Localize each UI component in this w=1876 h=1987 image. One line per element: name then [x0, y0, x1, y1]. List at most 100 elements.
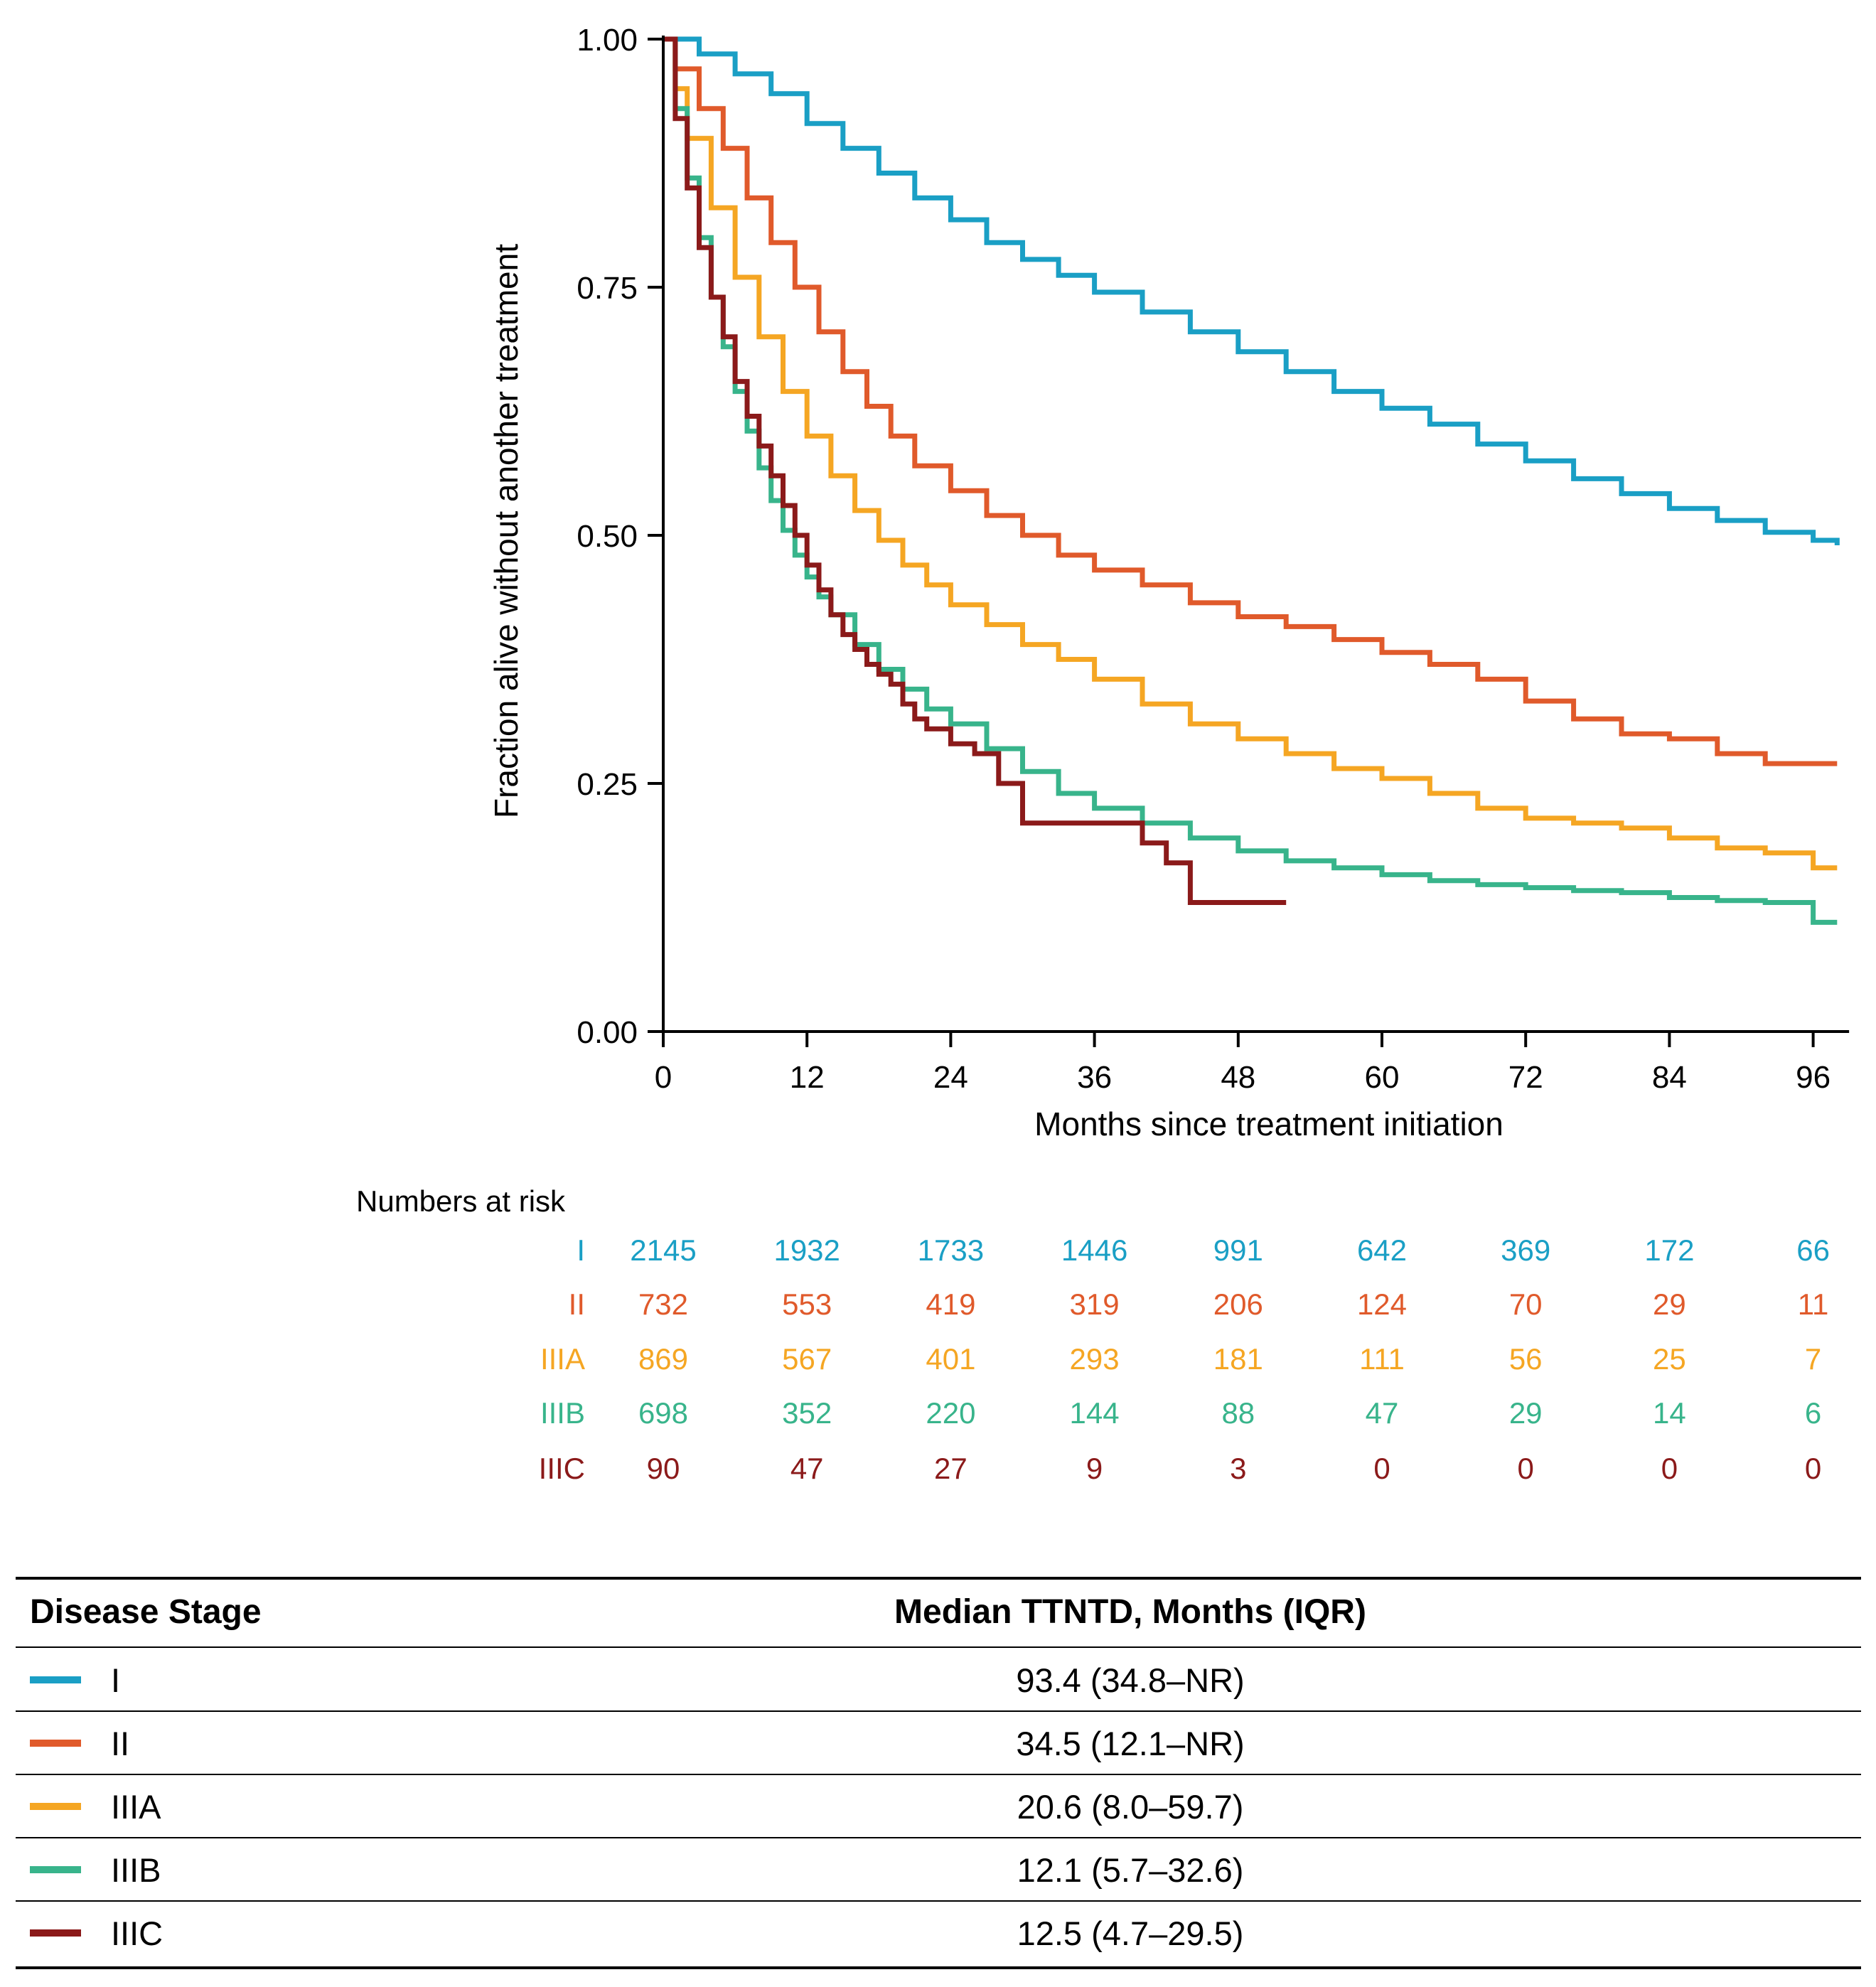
numbers-at-risk-label-iiic: IIIC: [539, 1452, 585, 1485]
x-tick-label: 96: [1796, 1060, 1831, 1095]
legend-swatch-icon: [30, 1740, 81, 1747]
numbers-at-risk-value: 27: [934, 1452, 968, 1485]
series-line-iiib: [663, 36, 1838, 925]
table-bottom-rule: [16, 1966, 1861, 1969]
numbers-at-risk-value: 553: [782, 1287, 832, 1321]
y-tick-label: 0.00: [577, 1015, 638, 1050]
numbers-at-risk-value: 1446: [1061, 1233, 1127, 1267]
numbers-at-risk-value: 29: [1509, 1396, 1543, 1430]
numbers-at-risk-value: 1932: [773, 1233, 840, 1267]
median-value: 34.5 (12.1–NR): [1016, 1724, 1245, 1762]
table-row: IIIC 12.5 (4.7–29.5): [16, 1904, 1861, 1962]
numbers-at-risk-value: 88: [1221, 1396, 1255, 1430]
numbers-at-risk-value: 319: [1070, 1287, 1120, 1321]
numbers-at-risk-value: 14: [1653, 1396, 1686, 1430]
numbers-at-risk-value: 991: [1213, 1233, 1263, 1267]
numbers-at-risk-value: 1733: [918, 1233, 984, 1267]
table-row-rule: [16, 1837, 1861, 1838]
stage-label: IIIC: [111, 1914, 164, 1952]
numbers-at-risk-value: 66: [1796, 1233, 1830, 1267]
numbers-at-risk-value: 206: [1213, 1287, 1263, 1321]
y-axis-label: Fraction alive without another treatment: [488, 244, 525, 818]
numbers-at-risk-value: 293: [1070, 1342, 1120, 1376]
y-tick-label: 0.25: [577, 767, 638, 802]
numbers-at-risk-value: 732: [638, 1287, 688, 1321]
numbers-at-risk-value: 124: [1357, 1287, 1407, 1321]
numbers-at-risk-value: 0: [1661, 1452, 1678, 1485]
numbers-at-risk-value: 0: [1805, 1452, 1821, 1485]
median-value: 20.6 (8.0–59.7): [1017, 1787, 1244, 1826]
km-chart: 0.000.250.500.751.000 12 24 36 48 60 72 84 96 Fr…: [356, 23, 1850, 1485]
numbers-at-risk-value: 47: [1366, 1396, 1399, 1430]
numbers-at-risk-value: 11: [1798, 1287, 1829, 1321]
numbers-at-risk-value: 352: [782, 1396, 832, 1430]
table-header-rule: [16, 1646, 1861, 1648]
numbers-at-risk-value: 2145: [630, 1233, 696, 1267]
y-tick-label: 0.75: [577, 271, 638, 306]
numbers-at-risk-value: 90: [647, 1452, 680, 1485]
numbers-at-risk-value: 567: [782, 1342, 832, 1376]
numbers-at-risk-value: 7: [1805, 1342, 1821, 1376]
legend-swatch-icon: [30, 1803, 81, 1810]
stage-label: IIIA: [111, 1787, 161, 1826]
x-tick-label: 48: [1221, 1060, 1255, 1095]
numbers-at-risk-value: 698: [638, 1396, 688, 1430]
y-tick-label: 0.50: [577, 519, 638, 554]
numbers-at-risk-value: 144: [1070, 1396, 1120, 1430]
legend-swatch-icon: [30, 1676, 81, 1683]
numbers-at-risk-value: 181: [1213, 1342, 1263, 1376]
numbers-at-risk-title: Numbers at risk: [356, 1184, 566, 1218]
numbers-at-risk-value: 70: [1509, 1287, 1543, 1321]
table-row: IIIA 20.6 (8.0–59.7): [16, 1777, 1861, 1836]
numbers-at-risk-value: 0: [1518, 1452, 1534, 1485]
numbers-at-risk-value: 3: [1230, 1452, 1246, 1485]
x-tick-label: 36: [1077, 1060, 1112, 1095]
ticks: 0.00 0.25 0.50 0.75 1.00 0 12 24 36 48 60 72 84 96: [577, 23, 1831, 1095]
x-tick-label: 12: [790, 1060, 825, 1095]
table-top-rule: [16, 1577, 1861, 1580]
x-axis-label: Months since treatment initiation: [1034, 1105, 1504, 1142]
numbers-at-risk-value: 401: [926, 1342, 975, 1376]
median-value: 12.5 (4.7–29.5): [1017, 1914, 1244, 1952]
header-median-ttntd: Median TTNTD, Months (IQR): [894, 1592, 1366, 1631]
x-tick-label: 84: [1652, 1060, 1687, 1095]
median-value: 93.4 (34.8–NR): [1016, 1661, 1245, 1699]
numbers-at-risk-value: 25: [1653, 1342, 1686, 1376]
table-row-rule: [16, 1774, 1861, 1775]
numbers-at-risk-value: 0: [1373, 1452, 1390, 1485]
numbers-at-risk-value: 369: [1501, 1233, 1550, 1267]
x-tick-label: 24: [933, 1060, 968, 1095]
numbers-at-risk-value: 29: [1653, 1287, 1686, 1321]
plot-lines: [663, 36, 1840, 925]
stage-label: II: [111, 1724, 130, 1762]
table-row-rule: [16, 1710, 1861, 1712]
series-line-iiia: [663, 36, 1838, 871]
numbers-at-risk-value: 56: [1509, 1342, 1543, 1376]
numbers-at-risk-label-iiia: IIIA: [540, 1342, 585, 1376]
x-tick-label: 60: [1365, 1060, 1400, 1095]
stage-label: I: [111, 1661, 121, 1699]
table-header-row: Disease Stage Median TTNTD, Months (IQR): [16, 1584, 1861, 1639]
numbers-at-risk-label-i: I: [577, 1233, 585, 1267]
numbers-at-risk-value: 6: [1805, 1396, 1821, 1430]
x-tick-label: 72: [1508, 1060, 1543, 1095]
series-line-i: [663, 36, 1840, 545]
numbers-at-risk-value: 172: [1644, 1233, 1694, 1267]
numbers-at-risk-value: 47: [790, 1452, 824, 1485]
median-value: 12.1 (5.7–32.6): [1017, 1851, 1244, 1889]
numbers-at-risk-value: 642: [1357, 1233, 1407, 1267]
numbers-at-risk-value: 9: [1086, 1452, 1103, 1485]
numbers-at-risk-label-iiib: IIIB: [540, 1396, 585, 1430]
header-disease-stage: Disease Stage: [30, 1592, 262, 1631]
y-tick-label: 1.00: [577, 23, 638, 58]
series-line-iiic: [663, 36, 1287, 905]
legend-swatch-icon: [30, 1866, 81, 1873]
numbers-at-risk-label-ii: II: [569, 1287, 585, 1321]
legend-swatch-icon: [30, 1929, 81, 1937]
numbers-at-risk-value: 419: [926, 1287, 975, 1321]
stage-label: IIIB: [111, 1851, 161, 1889]
x-tick-label: 0: [655, 1060, 672, 1095]
numbers-at-risk-value: 869: [638, 1342, 688, 1376]
numbers-at-risk-value: 220: [926, 1396, 975, 1430]
